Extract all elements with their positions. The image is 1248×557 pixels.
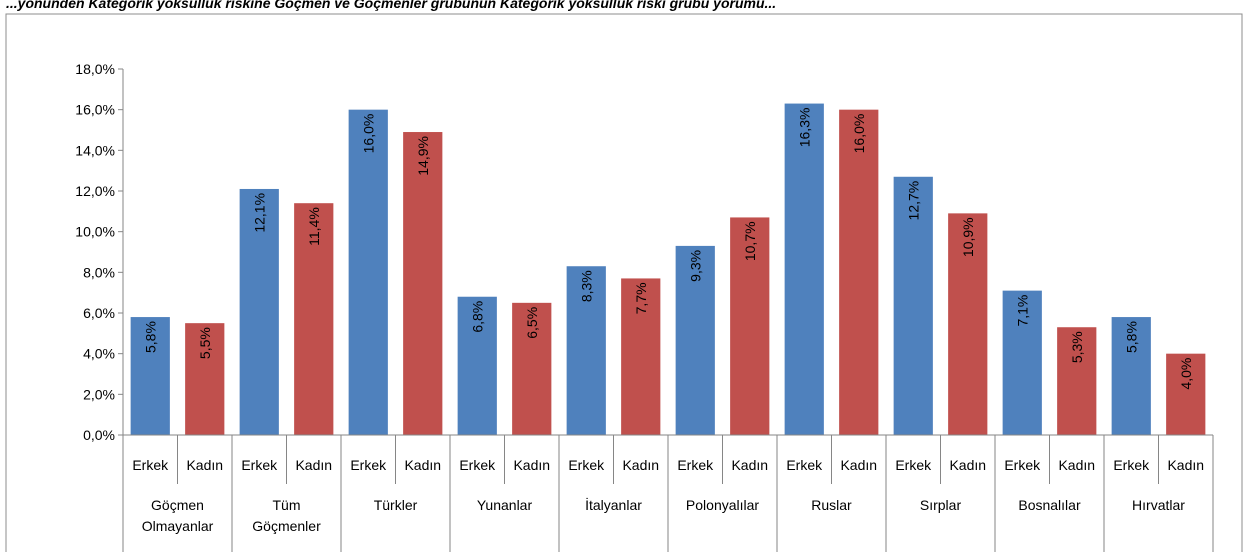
bar-data-label: 12,1% <box>251 193 267 233</box>
bar <box>893 176 933 435</box>
x-subcategory-label: Erkek <box>786 457 823 473</box>
bar-data-label: 14,9% <box>415 136 431 176</box>
x-group-label: Bosnalılar <box>1018 497 1081 513</box>
bar-data-label: 9,3% <box>687 250 703 282</box>
bar <box>621 278 661 435</box>
y-tick-label: 2,0% <box>83 386 115 402</box>
bar-data-label: 7,7% <box>633 282 649 314</box>
labels-layer: 5,8% 12,1% 16,0% 6,8% 8,3% 9,3% 16,3% 12,7% 7,1%… <box>142 108 1194 390</box>
bar <box>675 245 715 435</box>
x-subcategory-label: Erkek <box>1113 457 1150 473</box>
bar <box>948 213 988 435</box>
bar-data-label: 7,1% <box>1014 295 1030 327</box>
y-tick-label: 6,0% <box>83 305 115 321</box>
bar <box>1166 353 1206 435</box>
bar <box>348 109 388 436</box>
bar <box>512 302 552 435</box>
x-subcategory-label: Erkek <box>132 457 169 473</box>
bar <box>239 188 279 435</box>
y-tick-label: 0,0% <box>83 427 115 443</box>
bar-data-label: 16,3% <box>796 108 812 148</box>
bar <box>403 132 443 436</box>
x-subcategory-label: Erkek <box>350 457 387 473</box>
bar <box>730 217 770 435</box>
x-group-label: Göçmenler <box>252 518 321 534</box>
x-subcategory-label: Kadın <box>295 457 332 473</box>
bar <box>130 317 170 435</box>
x-group-label: Ruslar <box>811 497 852 513</box>
x-group-label: Sırplar <box>920 497 962 513</box>
axes-layer: 0,0% 2,0% 4,0% 6,0% 8,0% 10,0% 12,0% 14,0% 16,0%… <box>75 61 1214 552</box>
bar-data-label: 16,0% <box>360 114 376 154</box>
bar <box>1111 317 1151 435</box>
x-subcategory-label: Erkek <box>895 457 932 473</box>
y-tick-label: 18,0% <box>75 61 115 77</box>
bar <box>839 109 879 436</box>
bar <box>185 323 225 435</box>
bars-layer <box>130 103 1206 436</box>
x-group-label: Tüm <box>273 497 301 513</box>
x-subcategory-label: Kadın <box>1058 457 1095 473</box>
x-subcategory-label: Kadın <box>622 457 659 473</box>
y-tick-label: 8,0% <box>83 264 115 280</box>
y-tick-label: 14,0% <box>75 142 115 158</box>
bar-data-label: 10,7% <box>742 221 758 261</box>
x-group-label: Olmayanlar <box>142 518 214 534</box>
bar <box>566 266 606 435</box>
x-group-label: Türkler <box>374 497 418 513</box>
bar-data-label: 6,8% <box>469 301 485 333</box>
bar-data-label: 5,8% <box>1123 321 1139 353</box>
x-subcategory-label: Erkek <box>241 457 278 473</box>
bar <box>1002 290 1042 435</box>
y-tick-label: 4,0% <box>83 346 115 362</box>
x-subcategory-label: Kadın <box>731 457 768 473</box>
bar <box>457 296 497 435</box>
x-group-label: Yunanlar <box>477 497 533 513</box>
x-subcategory-label: Erkek <box>677 457 714 473</box>
x-subcategory-label: Kadın <box>513 457 550 473</box>
bar-data-label: 5,5% <box>197 327 213 359</box>
x-group-label: Hırvatlar <box>1132 497 1185 513</box>
bar <box>1057 327 1097 435</box>
x-subcategory-label: Erkek <box>568 457 605 473</box>
bar <box>294 203 334 435</box>
x-subcategory-label: Kadın <box>186 457 223 473</box>
x-subcategory-label: Kadın <box>404 457 441 473</box>
chart-title-fragment: ...yönünden Kategorik yoksulluk riskine … <box>6 0 776 11</box>
x-subcategory-label: Kadın <box>840 457 877 473</box>
x-group-label: İtalyanlar <box>585 496 642 513</box>
x-group-label: Polonyalılar <box>686 497 759 513</box>
x-subcategory-label: Erkek <box>459 457 496 473</box>
y-tick-label: 16,0% <box>75 102 115 118</box>
bar-data-label: 8,3% <box>578 270 594 302</box>
chart-frame <box>5 13 1243 557</box>
bar-data-label: 16,0% <box>851 114 867 154</box>
bar-data-label: 5,8% <box>142 321 158 353</box>
x-group-label: Göçmen <box>151 497 204 513</box>
bar-data-label: 4,0% <box>1178 358 1194 390</box>
y-tick-label: 12,0% <box>75 183 115 199</box>
bar <box>784 103 824 436</box>
bar-data-label: 5,3% <box>1069 331 1085 363</box>
bar-data-label: 12,7% <box>905 181 921 221</box>
y-tick-label: 10,0% <box>75 224 115 240</box>
bar-data-label: 11,4% <box>306 207 322 246</box>
x-subcategory-label: Erkek <box>1004 457 1041 473</box>
x-subcategory-label: Kadın <box>1167 457 1204 473</box>
bar-data-label: 10,9% <box>960 217 976 257</box>
bar-data-label: 6,5% <box>524 307 540 339</box>
x-subcategory-label: Kadın <box>949 457 986 473</box>
